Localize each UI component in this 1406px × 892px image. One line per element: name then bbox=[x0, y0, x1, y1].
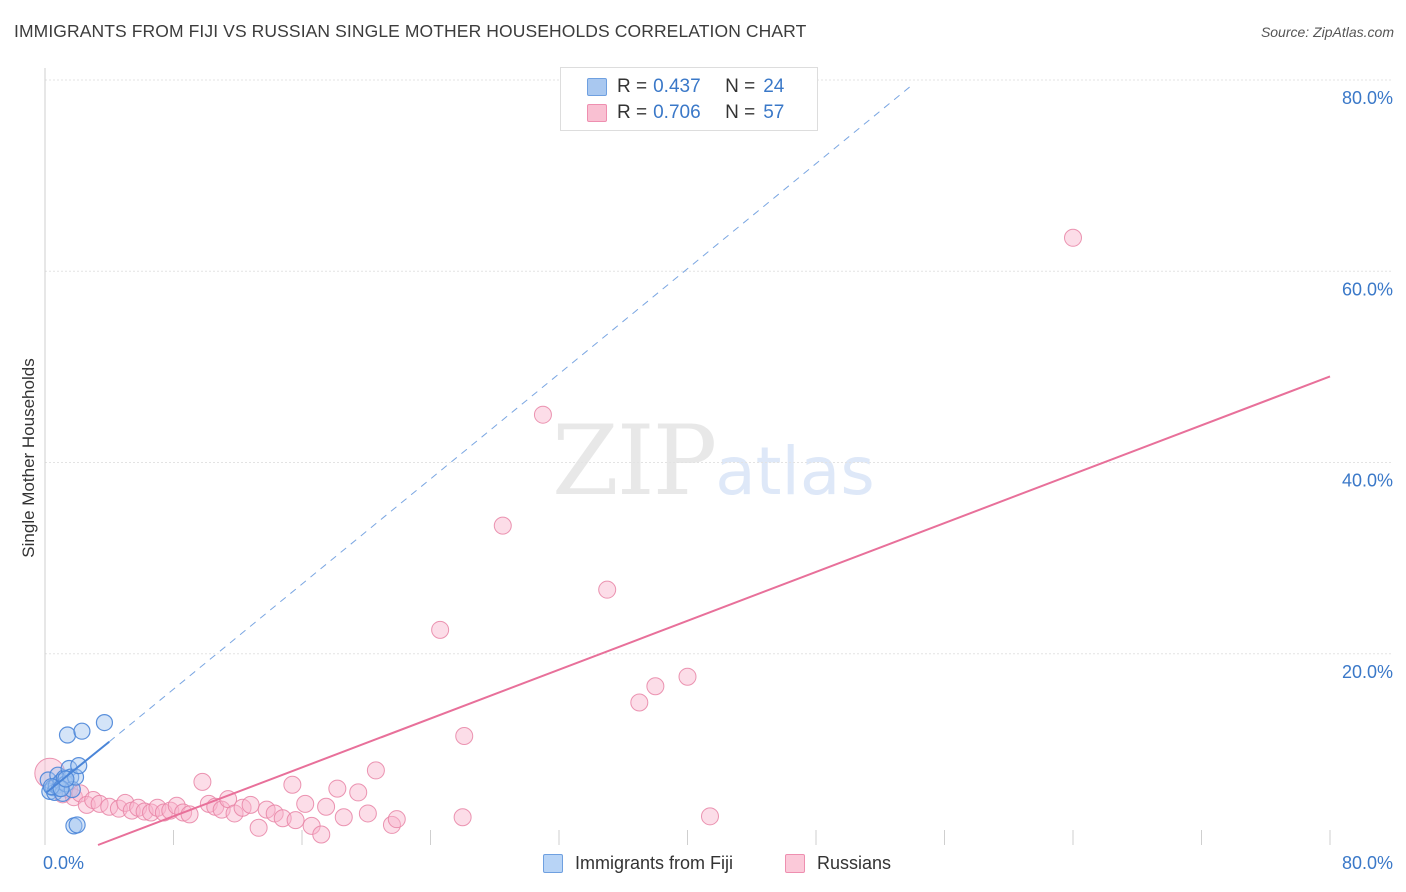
legend-box: R = 0.437 N = 24 R = 0.706 N = 57 bbox=[560, 67, 818, 131]
data-point-russians bbox=[193, 772, 212, 791]
data-point-russians bbox=[283, 775, 302, 794]
bottom-legend-swatch-fiji bbox=[543, 854, 563, 873]
data-point-russians bbox=[678, 667, 697, 686]
bottom-legend: Immigrants from Fiji Russians bbox=[0, 853, 1406, 877]
y-axis-label: Single Mother Households bbox=[19, 358, 38, 558]
data-point-russians bbox=[296, 794, 315, 813]
data-point-russians bbox=[387, 810, 406, 829]
y-tick-label: 60.0% bbox=[1342, 279, 1393, 299]
data-point-russians bbox=[533, 405, 552, 424]
data-point-russians bbox=[358, 804, 377, 823]
data-point-russians bbox=[286, 811, 305, 830]
data-point-russians bbox=[328, 779, 347, 798]
data-point-russians bbox=[431, 620, 450, 639]
legend-row-fiji: R = 0.437 N = 24 bbox=[587, 75, 784, 99]
bottom-legend-swatch-russians bbox=[785, 854, 805, 873]
trend-line-fiji-extended bbox=[108, 84, 913, 743]
legend-swatch-fiji bbox=[587, 78, 607, 96]
bottom-legend-label-fiji: Immigrants from Fiji bbox=[575, 853, 734, 873]
data-point-fiji bbox=[95, 713, 114, 732]
data-point-russians bbox=[453, 808, 472, 827]
data-point-russians bbox=[455, 726, 474, 745]
y-tick-label: 20.0% bbox=[1342, 662, 1393, 682]
data-point-russians bbox=[241, 795, 260, 814]
y-tick-label: 40.0% bbox=[1342, 471, 1393, 491]
data-point-fiji bbox=[73, 722, 91, 740]
chart-title: IMMIGRANTS FROM FIJI VS RUSSIAN SINGLE M… bbox=[14, 21, 807, 41]
legend-r-value: 0.706 bbox=[653, 102, 701, 123]
data-point-russians bbox=[312, 825, 331, 844]
bottom-legend-fiji: Immigrants from Fiji bbox=[543, 853, 733, 874]
data-point-russians bbox=[382, 815, 401, 834]
legend-row-russians: R = 0.706 N = 57 bbox=[587, 101, 784, 125]
watermark-atlas: atlas bbox=[715, 433, 875, 510]
data-point-russians bbox=[317, 797, 336, 816]
legend-n-value: 57 bbox=[763, 102, 785, 123]
bottom-legend-russians: Russians bbox=[785, 853, 891, 874]
legend-r-value: 0.437 bbox=[653, 76, 701, 97]
data-point-russians bbox=[366, 761, 385, 780]
data-point-russians bbox=[646, 677, 665, 696]
data-point-fiji bbox=[58, 726, 77, 744]
data-point-russians bbox=[598, 580, 617, 599]
data-point-russians bbox=[249, 818, 268, 837]
legend-r-label: R = bbox=[617, 76, 648, 97]
watermark: ZIPatlas bbox=[552, 405, 875, 517]
data-point-russians bbox=[349, 783, 368, 802]
data-point-russians bbox=[1064, 228, 1082, 247]
trend-line-russians bbox=[97, 375, 1331, 846]
data-point-russians bbox=[630, 693, 649, 712]
x-tick-label: 0.0% bbox=[43, 853, 84, 873]
x-tick-label: 80.0% bbox=[1342, 853, 1393, 873]
data-point-russians bbox=[700, 807, 719, 826]
y-tick-label: 80.0% bbox=[1342, 88, 1393, 108]
legend-swatch-russians bbox=[587, 104, 607, 122]
data-point-russians bbox=[493, 516, 512, 535]
watermark-zip: ZIP bbox=[552, 405, 717, 517]
data-point-russians bbox=[334, 808, 353, 827]
trend-line-fiji bbox=[45, 740, 110, 794]
data-point-fiji bbox=[57, 770, 75, 788]
legend-r-label: R = bbox=[617, 102, 648, 123]
legend-n-label: N = bbox=[725, 102, 756, 123]
source-label: Source: ZipAtlas.com bbox=[1260, 24, 1394, 40]
data-point-fiji bbox=[68, 816, 86, 834]
legend-n-label: N = bbox=[725, 76, 756, 97]
legend-n-value: 24 bbox=[763, 76, 785, 97]
bottom-legend-label-russians: Russians bbox=[817, 853, 892, 873]
